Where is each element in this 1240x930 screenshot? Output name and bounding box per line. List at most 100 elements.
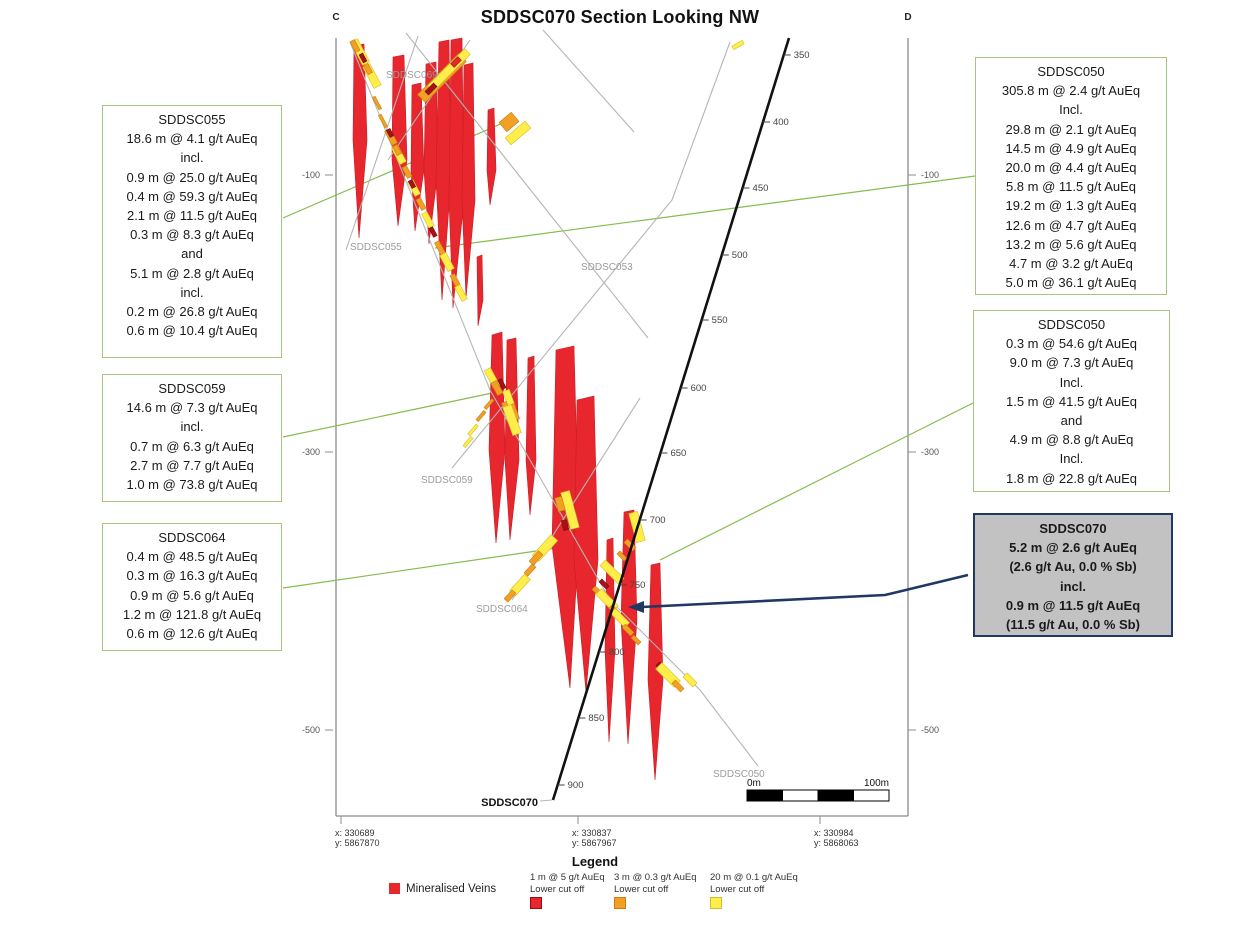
assay-interval-marker [363, 63, 373, 75]
depth-label: 650 [670, 448, 686, 459]
legend-cutoff-item: 3 m @ 0.3 g/t AuEq Lower cut off [614, 872, 697, 913]
annotation-box-title: SDDSC070 [1039, 521, 1107, 536]
annotation-box-sddsc050-upper: SDDSC050 305.8 m @ 2.4 g/t AuEq Incl. 29.8 … [975, 57, 1167, 295]
assay-interval-marker [616, 550, 628, 562]
drillhole-label-sddsc053: SDDSC053 [581, 262, 633, 273]
assay-intercept-line: 0.6 m @ 12.6 g/t AuEq [126, 626, 258, 642]
assay-interval-marker [528, 550, 544, 566]
depth-label: 600 [691, 383, 707, 394]
annotation-box-title: SDDSC050 [1037, 64, 1105, 79]
assay-interval-marker [415, 197, 427, 211]
assay-interval-marker [497, 378, 507, 390]
assay-interval-marker [428, 226, 438, 238]
assay-interval-marker [475, 410, 487, 422]
coordinate-label-x: x: 330689 [335, 828, 375, 838]
assay-intercept-line: 29.8 m @ 2.1 g/t AuEq [1005, 121, 1137, 137]
drillhole-trace [451, 41, 731, 469]
cutoff-caption-label: Lower cut off [530, 883, 585, 895]
assay-interval-marker [502, 403, 522, 437]
assay-intercept-line: 0.4 m @ 59.3 g/t AuEq [126, 188, 258, 204]
assay-intercept-line: 9.0 m @ 7.3 g/t AuEq [1009, 355, 1134, 371]
assay-intercept-line: 0.6 m @ 10.4 g/t AuEq [126, 323, 258, 339]
assay-intercept-line: 0.9 m @ 11.5 g/t AuEq [1005, 597, 1141, 613]
assay-intercept-line: 1.2 m @ 121.8 g/t AuEq [122, 606, 262, 622]
assay-intercept-line: incl. [180, 150, 204, 166]
drillhole-trace [542, 29, 635, 133]
assay-intercept-line: 18.6 m @ 4.1 g/t AuEq [126, 131, 258, 147]
assay-intercept-line: 5.2 m @ 2.6 g/t AuEq [1009, 540, 1137, 556]
cutoff-grade-label: 20 m @ 0.1 g/t AuEq [710, 872, 798, 883]
assay-interval-marker [377, 113, 389, 129]
assay-interval-marker [523, 563, 537, 577]
scale-bar-segment [782, 789, 819, 802]
assay-intercept-line: 0.7 m @ 6.3 g/t AuEq [130, 438, 254, 454]
assay-interval-marker [358, 52, 368, 64]
scale-bar-segment [746, 789, 783, 802]
assay-interval-marker [449, 273, 461, 287]
mineralised-vein [435, 39, 452, 301]
annotation-box-sddsc059: SDDSC059 14.6 m @ 7.3 g/t AuEq incl. 0.7 m … [102, 374, 282, 502]
callout-connector-line [434, 175, 976, 249]
legend-cutoff-item: 1 m @ 5 g/t AuEq Lower cut off [530, 872, 605, 913]
assay-interval-marker [682, 672, 698, 688]
highlight-arrow-line [641, 573, 969, 609]
mineralised-vein [423, 61, 439, 245]
assay-intercept-line: 13.2 m @ 5.6 g/t AuEq [1005, 236, 1137, 252]
assay-intercept-line: 0.9 m @ 5.6 g/t AuEq [130, 587, 254, 603]
assay-interval-marker [610, 608, 630, 628]
mineralised-vein [486, 107, 497, 206]
mineralised-vein [551, 345, 580, 689]
assay-interval-marker [504, 120, 532, 146]
callout-connector-line [282, 547, 558, 589]
mineralised-vein [461, 62, 476, 299]
assay-interval-marker [560, 490, 580, 530]
assay-intercept-line: incl. [1059, 578, 1086, 594]
assay-intercept-line: 1.0 m @ 73.8 g/t AuEq [126, 477, 258, 493]
scale-bar-min-label: 0m [747, 778, 761, 789]
mineralised-veins-label: Mineralised Veins [406, 883, 497, 895]
annotation-box-sddsc050-lower: SDDSC050 0.3 m @ 54.6 g/t AuEq 9.0 m @ 7.3… [973, 310, 1170, 492]
depth-label: 450 [753, 183, 769, 194]
assay-interval-marker [439, 252, 455, 272]
assay-interval-marker [731, 39, 745, 51]
drillhole-label-sddsc059: SDDSC059 [421, 475, 473, 486]
mineralised-vein [476, 254, 484, 327]
annotation-box-title: SDDSC064 [158, 530, 226, 545]
assay-intercept-line: 20.0 m @ 4.4 g/t AuEq [1005, 160, 1137, 176]
mineralised-vein [525, 355, 537, 516]
assay-intercept-line: 0.3 m @ 16.3 g/t AuEq [126, 568, 258, 584]
coordinate-label-y: y: 5868063 [814, 838, 859, 848]
assay-intercept-line: 0.4 m @ 48.5 g/t AuEq [126, 549, 258, 565]
drillhole-label-sddsc070: SDDSC070 [481, 797, 538, 809]
assay-intercept-line: 4.7 m @ 3.2 g/t AuEq [1009, 256, 1133, 272]
depth-label: 400 [773, 117, 789, 128]
assay-intercept-line: incl. [180, 284, 204, 300]
assay-intercept-line: 12.6 m @ 4.7 g/t AuEq [1005, 217, 1137, 233]
drillhole-label-sddsc050: SDDSC050 [713, 769, 765, 780]
assay-intercept-line: 0.2 m @ 26.8 g/t AuEq [126, 304, 258, 320]
coordinate-label-x: x: 330837 [572, 828, 612, 838]
annotation-box-title: SDDSC059 [158, 381, 226, 396]
assay-intercept-line: 1.8 m @ 22.8 g/t AuEq [1006, 470, 1137, 486]
cutoff-color-swatch [614, 897, 626, 909]
assay-interval-marker [401, 165, 413, 179]
annotation-box-sddsc064: SDDSC064 0.4 m @ 48.5 g/t AuEq 0.3 m @ 16.… [102, 523, 282, 651]
annotation-box-sddsc055: SDDSC055 18.6 m @ 4.1 g/t AuEq incl. 0.9 m … [102, 105, 282, 358]
mineralised-vein [647, 562, 664, 781]
assay-interval-marker [598, 578, 610, 590]
assay-intercept-line: 0.3 m @ 54.6 g/t AuEq [1006, 336, 1137, 352]
depth-label: 700 [650, 515, 666, 526]
annotation-box-sddsc070: SDDSC070 5.2 m @ 2.6 g/t AuEq (2.6 g/t Au,… [973, 513, 1173, 637]
assay-interval-marker [371, 95, 383, 111]
depth-label: 800 [609, 647, 625, 658]
callout-connector-line [282, 391, 498, 438]
drillhole-trace [345, 35, 419, 251]
mineralised-vein [488, 331, 506, 544]
assay-interval-marker [621, 623, 635, 637]
mineralised-vein [352, 43, 368, 239]
assay-intercept-line: 2.7 m @ 7.7 g/t AuEq [130, 457, 254, 473]
elevation-label-left: -500 [302, 725, 320, 735]
assay-interval-marker [462, 436, 474, 448]
assay-interval-marker [385, 128, 395, 138]
